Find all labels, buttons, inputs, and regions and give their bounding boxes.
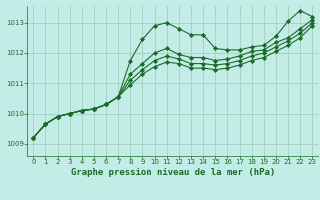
X-axis label: Graphe pression niveau de la mer (hPa): Graphe pression niveau de la mer (hPa) xyxy=(71,168,275,177)
